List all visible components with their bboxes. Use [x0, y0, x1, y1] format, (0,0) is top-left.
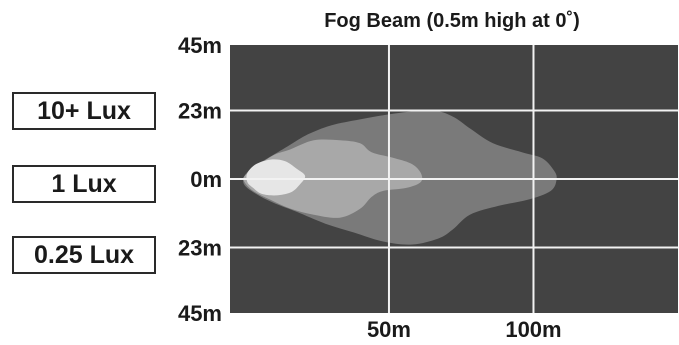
- legend-item-1-lux: 1 Lux: [12, 165, 156, 203]
- y-tick-label: 45m: [178, 301, 222, 326]
- y-tick-label: 0m: [190, 167, 222, 192]
- x-tick-label: 50m: [367, 317, 411, 342]
- y-tick-label: 23m: [178, 99, 222, 124]
- y-tick-label: 23m: [178, 235, 222, 260]
- beam-region-10-lux: [246, 159, 306, 196]
- y-tick-label: 45m: [178, 33, 222, 58]
- legend-item-10-lux: 10+ Lux: [12, 92, 156, 130]
- legend-item-0-25-lux: 0.25 Lux: [12, 236, 156, 274]
- chart-title: Fog Beam (0.5m high at 0˚): [324, 9, 580, 32]
- x-tick-label: 100m: [505, 317, 561, 342]
